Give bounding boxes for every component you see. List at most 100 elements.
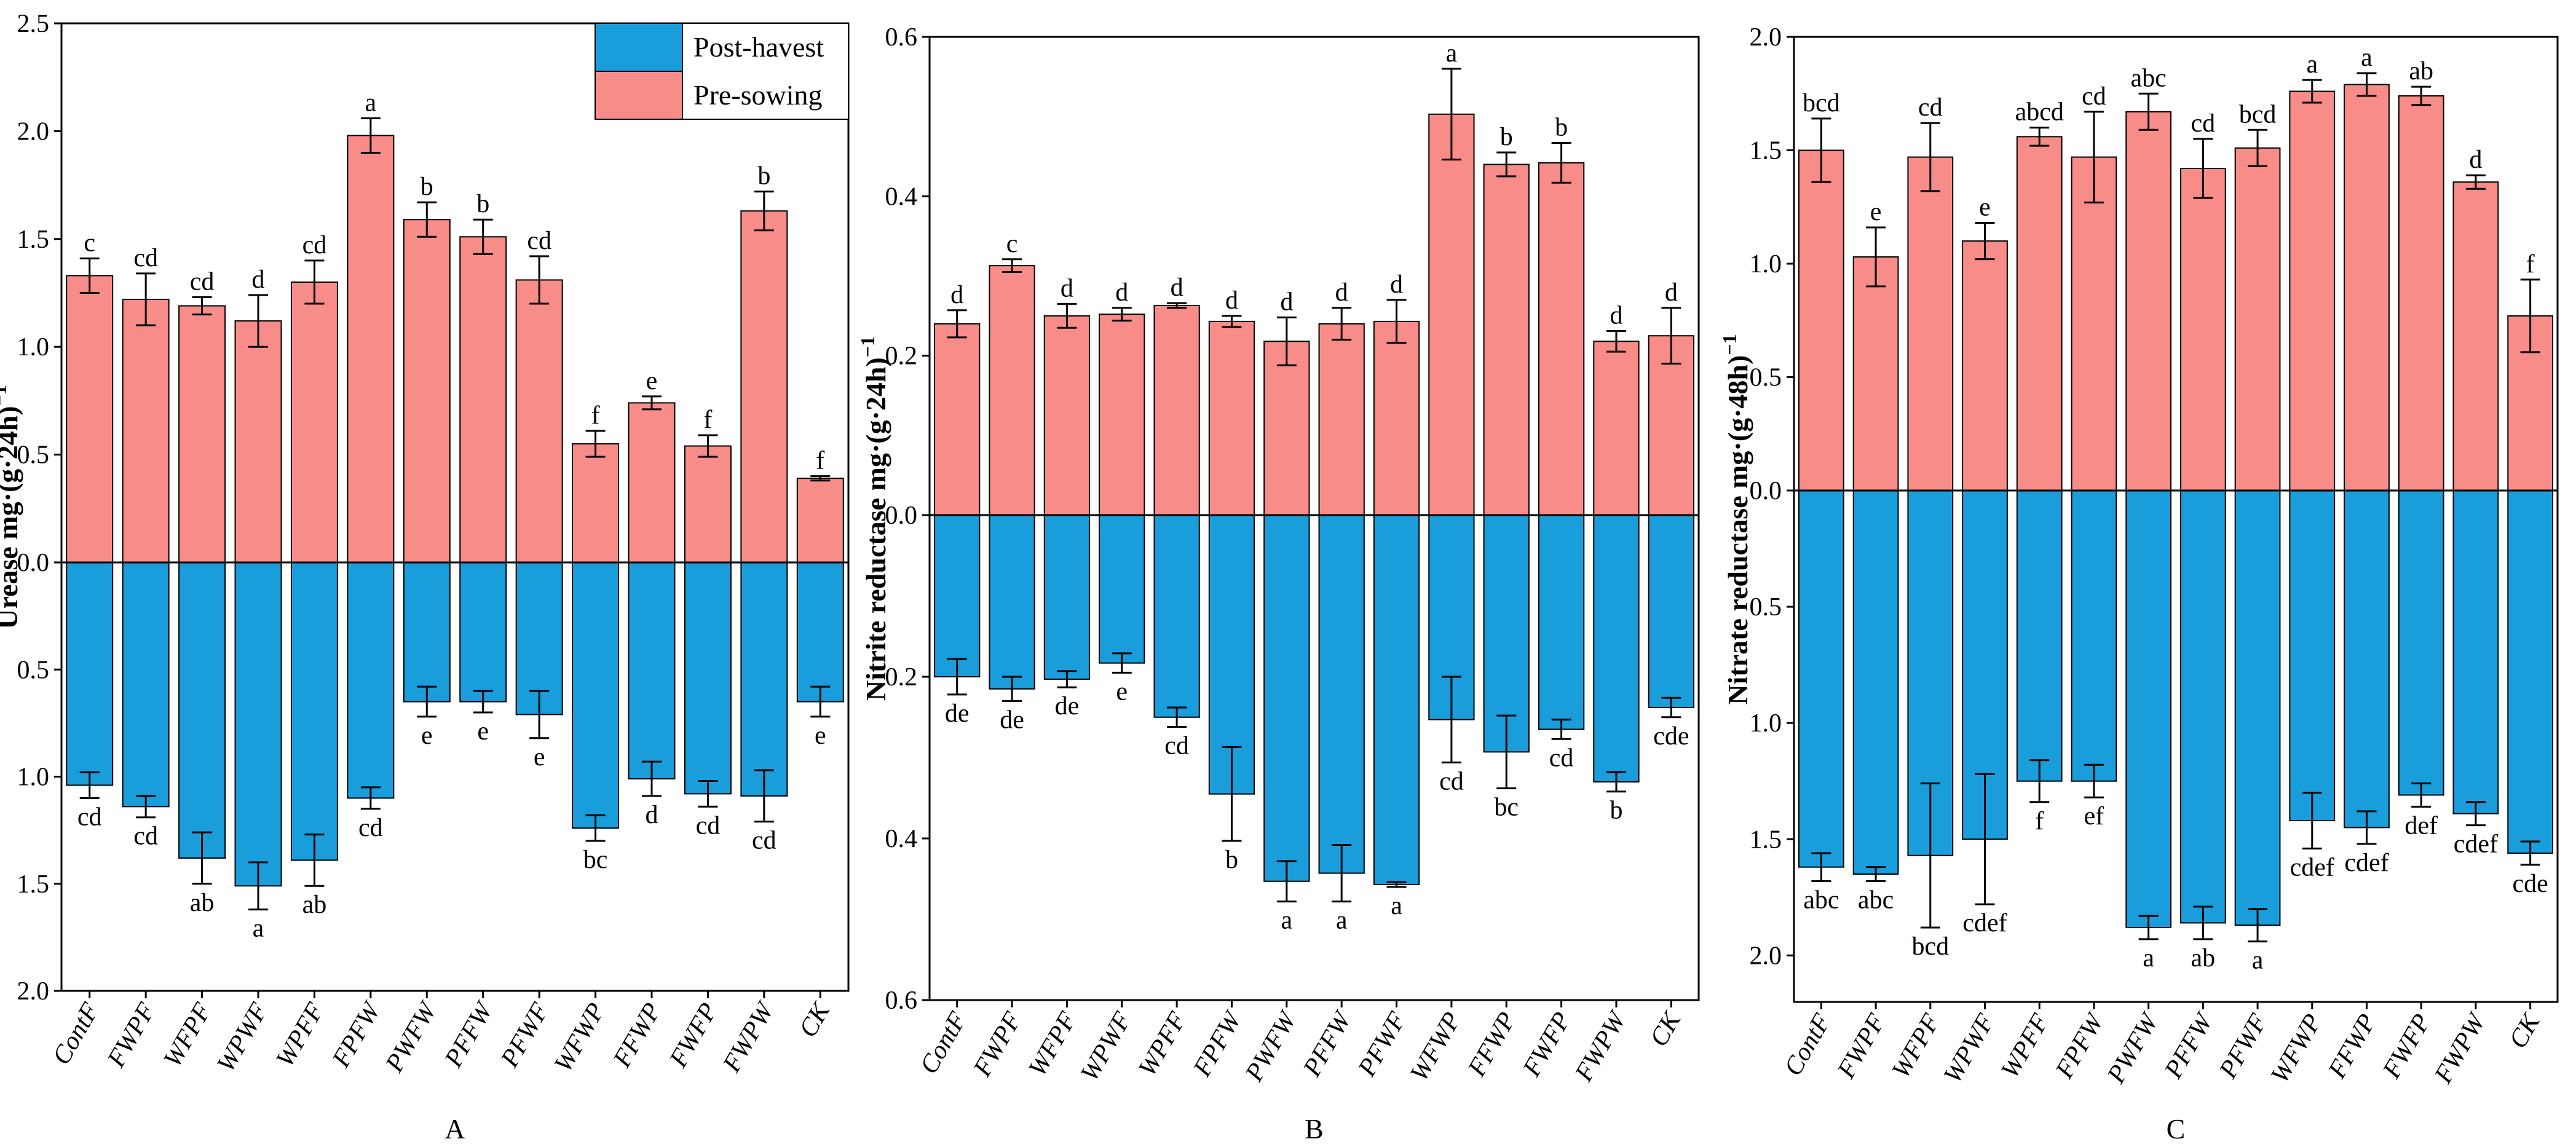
error-bar-post-FWFP xyxy=(2411,782,2432,808)
bar-post-FWPW xyxy=(1593,514,1640,782)
error-bar-post-FWPF xyxy=(1866,866,1886,882)
bar-post-FWPW xyxy=(740,562,788,797)
error-bar-post-CK xyxy=(2520,840,2540,866)
significance-letter-pre-FWPF: c xyxy=(1006,230,1018,258)
bar-post-CK xyxy=(1648,514,1694,708)
significance-letter-pre-ContF: d xyxy=(950,281,963,309)
x-category-label-ContF: ContF xyxy=(1779,1009,1837,1081)
significance-letter-post-WFWP: cdef xyxy=(2290,853,2334,881)
significance-letter-post-WFWP: cd xyxy=(1439,767,1464,795)
x-category-label-WFWP: WFWP xyxy=(1405,1007,1466,1086)
x-category-label-WFPF: WFPF xyxy=(1887,1009,1946,1083)
y-tick-label-upper: 2.0 xyxy=(1750,23,1782,52)
x-category-label-FWPF: FWPF xyxy=(1831,1009,1891,1084)
y-axis-label: Nitrite reductase mg·(g·24h)−1 xyxy=(856,336,891,701)
significance-letter-post-FFWP: bc xyxy=(1494,793,1519,821)
bar-pre-ContF xyxy=(934,323,981,516)
error-bar-pre-PFFW xyxy=(473,218,493,255)
bar-post-PWFW xyxy=(2125,490,2172,928)
significance-letter-pre-WPFF: d xyxy=(1171,274,1183,302)
panel-label: A xyxy=(444,1113,465,1145)
error-bar-pre-FWPW xyxy=(1606,329,1626,353)
significance-letter-post-FWPW: b xyxy=(1610,797,1622,825)
error-bar-post-WFWP xyxy=(585,814,606,842)
error-bar-pre-FWFP xyxy=(698,434,718,458)
bar-pre-FWPW xyxy=(1593,341,1640,516)
error-bar-pre-PWFW xyxy=(1276,316,1297,366)
legend-swatch-post-havest xyxy=(595,23,683,72)
error-bar-pre-FFWP xyxy=(1496,151,1517,178)
x-category-label-CK: CK xyxy=(1645,1006,1687,1051)
error-bar-post-ContF xyxy=(947,658,967,696)
significance-letter-pre-FFWP: e xyxy=(646,367,658,395)
x-category-label-FWPF: FWPF xyxy=(968,1007,1027,1082)
y-axis-label-exponent: −1 xyxy=(0,385,10,406)
error-bar-post-FWFP xyxy=(698,779,718,808)
error-bar-pre-ContF xyxy=(1811,117,1831,183)
bar-post-PFWF xyxy=(1373,514,1420,885)
bar-post-CK xyxy=(796,562,844,703)
error-bar-pre-WPWF xyxy=(1975,222,1995,261)
x-category-label-PWFW: PWFW xyxy=(1239,1006,1303,1087)
x-category-label-WFPF: WFPF xyxy=(158,998,217,1072)
plot-frame xyxy=(928,36,1700,1001)
significance-letter-pre-FPFW: cd xyxy=(2082,82,2106,111)
bar-post-FFWP xyxy=(1483,514,1530,753)
error-bar-post-WFWP xyxy=(1441,676,1461,763)
x-category-label-FFWP: FFWP xyxy=(2323,1009,2382,1084)
x-category-label-FWFP: FWFP xyxy=(664,998,723,1073)
x-category-label-WFWP: WFWP xyxy=(549,998,610,1077)
bar-pre-FFWP xyxy=(2344,84,2390,492)
significance-letter-pre-WPFF: cd xyxy=(302,231,327,259)
bar-post-WFPF xyxy=(1043,514,1091,680)
significance-letter-pre-PFFW: d xyxy=(1335,278,1348,307)
y-tick-label-lower: 2.0 xyxy=(1750,942,1782,970)
significance-letter-pre-PFWF: bcd xyxy=(2239,100,2277,128)
error-bar-pre-WPFF xyxy=(304,259,325,305)
bar-pre-PFWF xyxy=(1373,320,1420,516)
y-tick-label-lower: 0.2 xyxy=(885,663,918,692)
y-tick-label-upper: 2.5 xyxy=(17,10,50,38)
y-tick-label-lower: 0.6 xyxy=(885,987,918,1015)
significance-letter-post-ContF: abc xyxy=(1803,886,1839,914)
significance-letter-pre-FWFP: ab xyxy=(2409,57,2433,85)
significance-letter-pre-ContF: bcd xyxy=(1803,89,1840,117)
error-bar-pre-WPWF xyxy=(248,294,268,348)
x-category-label-WPFF: WPFF xyxy=(271,998,330,1072)
x-category-label-PWFW: PWFW xyxy=(2101,1007,2165,1089)
significance-letter-pre-CK: f xyxy=(2526,250,2535,278)
y-tick-label-lower: 0.4 xyxy=(885,825,918,853)
bar-pre-WPFF xyxy=(2016,136,2063,492)
bar-pre-WFWP xyxy=(1428,113,1475,516)
bar-pre-FPFW xyxy=(347,135,395,563)
bar-pre-WFPF xyxy=(1043,315,1091,516)
error-bar-post-FWPW xyxy=(2465,801,2486,827)
y-axis-label-text: Nitrite reductase mg·(g·24h) xyxy=(860,357,891,701)
x-category-label-PFFW: PFFW xyxy=(1298,1006,1358,1082)
significance-letter-post-FWPF: de xyxy=(1000,706,1024,734)
error-bar-post-PFWF xyxy=(1386,881,1407,888)
bar-post-FPFW xyxy=(2071,490,2117,782)
bar-pre-ContF xyxy=(66,275,114,563)
bar-pre-FWPF xyxy=(122,299,170,563)
y-tick-label-lower: 1.0 xyxy=(1750,709,1782,738)
bar-post-FFWP xyxy=(2344,490,2390,829)
error-bar-pre-FFWP xyxy=(642,395,662,411)
significance-letter-pre-FWPF: cd xyxy=(133,244,158,272)
bar-post-WPFF xyxy=(2016,490,2063,782)
error-bar-post-PWFW xyxy=(2138,915,2159,940)
error-bar-pre-WFPF xyxy=(192,296,212,316)
error-bar-pre-FWPW xyxy=(754,191,774,232)
y-axis-label-text: Nitrate reductase mg·(g·48h) xyxy=(1722,355,1753,705)
error-bar-pre-PFWF xyxy=(2248,128,2268,167)
x-category-label-ContF: ContF xyxy=(47,998,105,1070)
bar-pre-FFWP xyxy=(1483,164,1530,516)
significance-letter-post-WPWF: e xyxy=(1116,677,1128,706)
error-bar-pre-WFWP xyxy=(1441,68,1461,161)
error-bar-post-WPWF xyxy=(1975,773,1995,905)
bar-post-FPFW xyxy=(347,562,395,799)
error-bar-post-PFFW xyxy=(2193,905,2213,940)
significance-letter-post-FWPF: cd xyxy=(133,822,158,851)
bar-post-WPFF xyxy=(290,562,338,861)
error-bar-post-WPFF xyxy=(1167,706,1187,728)
